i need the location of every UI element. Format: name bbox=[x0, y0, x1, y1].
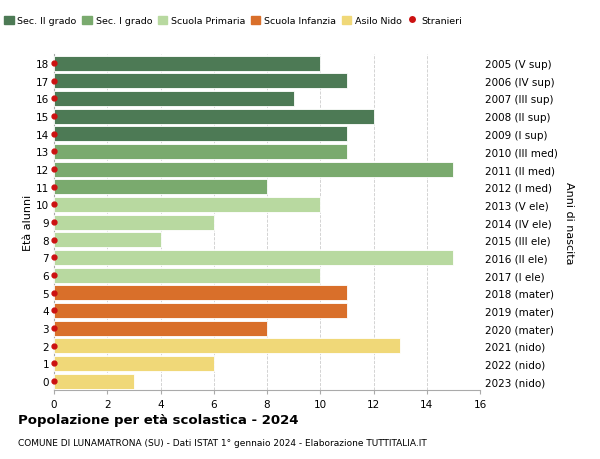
Bar bbox=[54, 109, 373, 124]
Bar bbox=[54, 321, 267, 336]
Bar bbox=[54, 145, 347, 160]
Y-axis label: Età alunni: Età alunni bbox=[23, 195, 33, 251]
Bar bbox=[54, 251, 454, 265]
Bar bbox=[54, 303, 347, 318]
Bar bbox=[54, 285, 347, 301]
Bar bbox=[54, 374, 134, 389]
Bar bbox=[54, 356, 214, 371]
Bar bbox=[54, 56, 320, 72]
Bar bbox=[54, 162, 454, 177]
Text: COMUNE DI LUNAMATRONA (SU) - Dati ISTAT 1° gennaio 2024 - Elaborazione TUTTITALI: COMUNE DI LUNAMATRONA (SU) - Dati ISTAT … bbox=[18, 438, 427, 448]
Bar bbox=[54, 268, 320, 283]
Bar bbox=[54, 180, 267, 195]
Text: Popolazione per età scolastica - 2024: Popolazione per età scolastica - 2024 bbox=[18, 413, 299, 426]
Bar bbox=[54, 233, 161, 248]
Bar bbox=[54, 92, 293, 106]
Bar bbox=[54, 197, 320, 213]
Bar bbox=[54, 339, 400, 353]
Bar bbox=[54, 74, 347, 89]
Legend: Sec. II grado, Sec. I grado, Scuola Primaria, Scuola Infanzia, Asilo Nido, Stran: Sec. II grado, Sec. I grado, Scuola Prim… bbox=[1, 13, 466, 29]
Bar bbox=[54, 127, 347, 142]
Y-axis label: Anni di nascita: Anni di nascita bbox=[565, 181, 574, 264]
Bar bbox=[54, 215, 214, 230]
